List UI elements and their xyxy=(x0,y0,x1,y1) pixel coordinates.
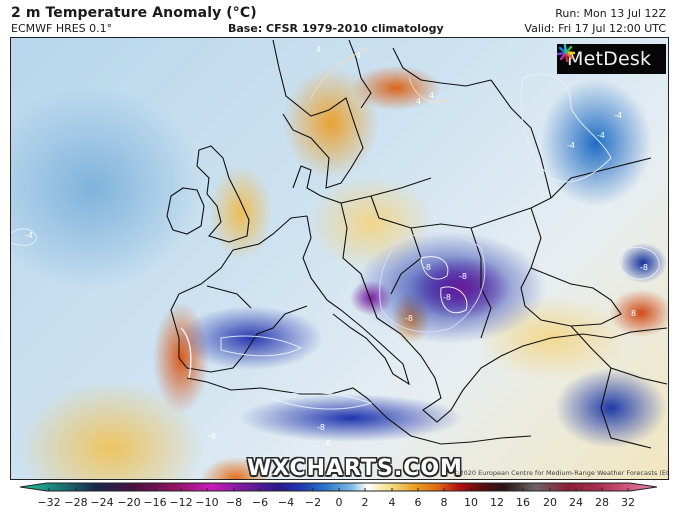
contour-label: -8 xyxy=(423,263,431,272)
colorbar-tick-label: −28 xyxy=(64,496,88,509)
colorbar xyxy=(19,482,658,492)
valid-time-label: Valid: Fri 17 Jul 12:00 UTC xyxy=(524,22,666,35)
metdesk-logo-text: MetDesk xyxy=(567,48,652,70)
colorbar-tick-label: −2 xyxy=(304,496,322,509)
metdesk-burst-icon xyxy=(557,44,575,62)
metdesk-logo: MetDesk xyxy=(557,44,666,74)
contour-label: -8 xyxy=(443,293,451,302)
colorbar-tick-label: −20 xyxy=(117,496,141,509)
model-label: ECMWF HRES 0.1° xyxy=(11,22,113,35)
contour-label: -4 xyxy=(567,141,575,150)
colorbar-tick-label: 2 xyxy=(361,496,369,509)
colorbar-tick-label: −32 xyxy=(37,496,61,509)
colorbar-tick-label: 8 xyxy=(440,496,448,509)
colorbar-tick-label: 4 xyxy=(388,496,396,509)
contour-label: 4 xyxy=(316,45,321,54)
map-overlay: -4 -4 -4 -4 4 4 4 4 -8 -8 -8 -8 -8 8 -8 … xyxy=(11,39,668,449)
contour-label: -8 xyxy=(208,432,216,441)
contour-label: 8 xyxy=(631,309,636,318)
contour-label: -8 xyxy=(459,272,467,281)
colorbar-tick-label: −16 xyxy=(143,496,167,509)
colorbar-tick-label: −10 xyxy=(195,496,219,509)
colorbar-tick-label: 28 xyxy=(595,496,609,509)
colorbar-tick-label: −4 xyxy=(277,496,295,509)
colorbar-tick-label: 12 xyxy=(490,496,504,509)
chart-title: 2 m Temperature Anomaly (°C) xyxy=(11,5,257,21)
wxcharts-watermark: WXCHARTS.COM xyxy=(247,456,463,480)
colorbar-tick-label: 32 xyxy=(621,496,635,509)
contour-label: -8 xyxy=(323,439,331,448)
colorbar-tick-label: 16 xyxy=(516,496,530,509)
coastlines xyxy=(166,39,668,449)
contour-label: -4 xyxy=(597,131,605,140)
contour-label: -8 xyxy=(640,263,648,272)
contour-label: -4 xyxy=(614,111,622,120)
contour-lines xyxy=(11,47,660,410)
colorbar-tick-label: 24 xyxy=(569,496,583,509)
colorbar-tick-label: 0 xyxy=(335,496,343,509)
contour-label: 4 xyxy=(356,51,361,60)
colorbar-tick-label: 20 xyxy=(543,496,557,509)
contour-label: 4 xyxy=(429,91,434,100)
temperature-anomaly-map[interactable]: -4 -4 -4 -4 4 4 4 4 -8 -8 -8 -8 -8 8 -8 … xyxy=(10,37,669,480)
climatology-base-label: Base: CFSR 1979-2010 climatology xyxy=(228,22,444,35)
contour-label: -8 xyxy=(317,423,325,432)
contour-labels: -4 -4 -4 -4 4 4 4 4 -8 -8 -8 -8 -8 8 -8 … xyxy=(25,45,648,448)
contour-label: 4 xyxy=(416,97,421,106)
colorbar-tick-label: −8 xyxy=(225,496,243,509)
contour-label: -8 xyxy=(405,314,413,323)
colorbar-tick-label: 10 xyxy=(464,496,478,509)
run-time-label: Run: Mon 13 Jul 12Z xyxy=(555,7,666,20)
colorbar-tick-label: −24 xyxy=(90,496,114,509)
ecmwf-credit: ©2020 European Centre for Medium-Range W… xyxy=(453,469,669,477)
colorbar-tick-label: −12 xyxy=(169,496,193,509)
colorbar-tick-label: −6 xyxy=(251,496,269,509)
contour-label: -4 xyxy=(25,231,33,240)
colorbar-tick-label: 6 xyxy=(414,496,422,509)
